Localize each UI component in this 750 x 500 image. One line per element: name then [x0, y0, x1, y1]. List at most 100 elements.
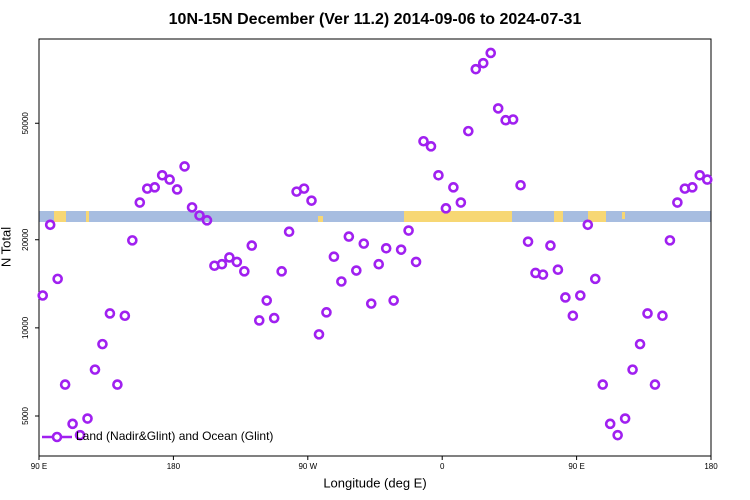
- point: [358, 238, 370, 249]
- point: [545, 240, 556, 251]
- plot-frame: [38, 38, 712, 457]
- point: [425, 141, 437, 152]
- point: [261, 295, 273, 306]
- x-tick-label: 90 W: [298, 462, 317, 471]
- point: [433, 170, 444, 181]
- land-patch: [404, 211, 512, 222]
- point: [664, 235, 676, 246]
- x-axis-title: Longitude (deg E): [323, 475, 426, 490]
- point: [380, 242, 392, 254]
- y-axis-title: N Total: [0, 227, 13, 267]
- point: [298, 183, 310, 194]
- point: [604, 418, 616, 430]
- point: [276, 266, 287, 277]
- point: [171, 184, 183, 195]
- ocean-band: [39, 211, 711, 222]
- point: [89, 364, 101, 375]
- point: [522, 236, 534, 247]
- point: [485, 47, 497, 59]
- point: [231, 256, 243, 268]
- point: [575, 290, 586, 301]
- point: [74, 429, 86, 441]
- point: [201, 215, 213, 226]
- point: [560, 292, 571, 303]
- point: [395, 244, 407, 255]
- point: [119, 310, 131, 322]
- point: [612, 429, 623, 441]
- x-tick-label: 90 E: [568, 462, 584, 471]
- point: [194, 210, 205, 221]
- point: [186, 202, 198, 213]
- point: [44, 219, 56, 231]
- x-tick-label: 180: [704, 462, 718, 471]
- point: [477, 57, 489, 69]
- point: [149, 182, 161, 193]
- point: [246, 240, 258, 251]
- point: [537, 269, 549, 280]
- point: [657, 310, 668, 322]
- point: [589, 273, 601, 285]
- point: [403, 225, 414, 236]
- land-patch: [318, 216, 323, 222]
- y-tick-label: 5000: [21, 407, 30, 425]
- point: [634, 338, 646, 350]
- y-tick-label: 20000: [21, 228, 30, 251]
- point: [37, 290, 49, 301]
- point: [515, 179, 526, 191]
- x-tick-label: 90 E: [31, 462, 47, 471]
- point: [351, 265, 362, 276]
- point: [97, 338, 108, 350]
- legend-symbol: [51, 431, 63, 443]
- point: [164, 174, 175, 185]
- x-tick-label: 180: [167, 462, 181, 471]
- point: [694, 170, 706, 181]
- point: [321, 307, 332, 318]
- point: [687, 182, 698, 193]
- point: [448, 182, 459, 193]
- point: [216, 258, 228, 270]
- point: [642, 308, 653, 319]
- point: [619, 413, 631, 424]
- land-patch: [588, 211, 606, 222]
- point: [597, 379, 609, 390]
- point: [313, 329, 325, 340]
- map-strip: [39, 211, 711, 222]
- point: [343, 231, 355, 242]
- point: [67, 418, 78, 430]
- point: [440, 203, 452, 214]
- series: [37, 47, 713, 441]
- x-tick-label: 0: [440, 462, 445, 471]
- chart-title: 10N-15N December (Ver 11.2) 2014-09-06 t…: [169, 11, 582, 28]
- point: [701, 174, 713, 185]
- point: [253, 315, 265, 326]
- point: [82, 413, 93, 424]
- point: [507, 114, 519, 125]
- land-patch: [86, 211, 89, 222]
- point: [418, 135, 429, 147]
- point: [582, 219, 594, 231]
- point: [239, 266, 250, 277]
- point: [179, 161, 190, 172]
- point: [672, 197, 683, 208]
- point: [552, 264, 564, 276]
- land-patch: [622, 212, 625, 219]
- point: [492, 103, 504, 114]
- legend-item: Land (Nadir&Glint) and Ocean (Glint): [42, 429, 273, 443]
- point: [649, 379, 661, 390]
- point: [306, 195, 317, 206]
- point: [336, 276, 347, 287]
- point: [627, 364, 638, 375]
- legend-label: Land (Nadir&Glint) and Ocean (Glint): [76, 429, 273, 443]
- point: [104, 308, 116, 319]
- point: [388, 295, 399, 306]
- point: [328, 251, 340, 263]
- point: [59, 379, 71, 390]
- y-tick-label: 50000: [21, 112, 30, 135]
- point: [283, 226, 295, 238]
- point: [463, 125, 474, 137]
- y-tick-label: 10000: [21, 316, 30, 339]
- point: [52, 273, 63, 285]
- point: [268, 312, 280, 324]
